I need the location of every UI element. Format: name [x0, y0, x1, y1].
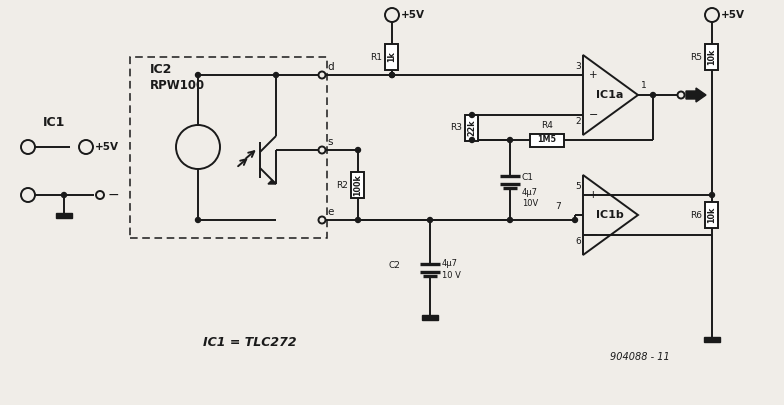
Text: 10k: 10k	[707, 207, 717, 223]
Circle shape	[507, 138, 513, 143]
Circle shape	[470, 138, 474, 143]
Bar	[386, 44, 398, 70]
Bar	[706, 44, 718, 70]
Circle shape	[79, 140, 93, 154]
Text: −: −	[589, 110, 598, 120]
Text: 10k: 10k	[707, 49, 717, 65]
Text: IC1 = TLC272: IC1 = TLC272	[203, 337, 297, 350]
Text: IC1: IC1	[43, 115, 65, 128]
Bar	[56, 213, 72, 218]
Text: +: +	[589, 190, 597, 200]
Text: C1: C1	[522, 173, 534, 183]
Text: 8: 8	[25, 142, 31, 152]
Circle shape	[470, 113, 474, 117]
Text: R4: R4	[541, 121, 553, 130]
Text: 2: 2	[575, 117, 581, 126]
Circle shape	[572, 217, 578, 222]
Text: 4: 4	[25, 190, 31, 200]
Text: 1: 1	[641, 81, 647, 90]
Bar	[704, 337, 720, 342]
Text: IC1a: IC1a	[596, 90, 623, 100]
Circle shape	[21, 140, 35, 154]
Circle shape	[710, 192, 714, 198]
Circle shape	[318, 72, 325, 79]
Text: 100k: 100k	[354, 174, 362, 196]
Text: R3: R3	[450, 123, 462, 132]
Circle shape	[318, 217, 325, 224]
Text: d: d	[327, 62, 334, 72]
Text: IC1b: IC1b	[596, 210, 623, 220]
Text: +: +	[387, 10, 397, 20]
FancyArrow shape	[686, 88, 706, 102]
Text: −: −	[589, 230, 598, 240]
Text: RPW100: RPW100	[150, 79, 205, 92]
Circle shape	[195, 72, 201, 77]
Text: +5V: +5V	[401, 10, 425, 20]
Text: IC2: IC2	[150, 63, 172, 76]
Bar	[706, 202, 718, 228]
Bar	[351, 172, 365, 198]
Circle shape	[385, 8, 399, 22]
Text: +: +	[708, 10, 717, 20]
Text: 1k: 1k	[387, 51, 397, 62]
Bar	[422, 315, 438, 320]
Circle shape	[390, 72, 394, 77]
Text: R1: R1	[370, 53, 382, 62]
Circle shape	[21, 188, 35, 202]
Text: 22k: 22k	[467, 119, 477, 136]
Text: 3: 3	[575, 62, 581, 71]
Text: R5: R5	[690, 53, 702, 62]
Text: 1M5: 1M5	[538, 136, 557, 145]
Text: R2: R2	[336, 181, 348, 190]
Text: +: +	[589, 70, 597, 80]
Text: s: s	[327, 137, 332, 147]
Text: 4µ7
10V: 4µ7 10V	[522, 188, 539, 208]
Text: 4µ7
10 V: 4µ7 10 V	[442, 260, 461, 279]
Text: 904088 - 11: 904088 - 11	[610, 352, 670, 362]
Circle shape	[390, 72, 394, 77]
Text: C2: C2	[388, 261, 400, 270]
Text: 7: 7	[555, 202, 561, 211]
Bar	[130, 57, 327, 238]
Circle shape	[61, 192, 67, 198]
Text: +5V: +5V	[721, 10, 745, 20]
Circle shape	[318, 147, 325, 153]
Circle shape	[355, 147, 361, 153]
Bar	[530, 134, 564, 147]
Text: −: −	[108, 188, 120, 202]
Text: e: e	[327, 207, 333, 217]
Circle shape	[274, 72, 278, 77]
Text: R6: R6	[690, 211, 702, 220]
Circle shape	[355, 217, 361, 222]
Text: 6: 6	[575, 237, 581, 246]
Circle shape	[677, 92, 684, 98]
Text: +5V: +5V	[95, 142, 119, 152]
Circle shape	[507, 217, 513, 222]
Circle shape	[705, 8, 719, 22]
Circle shape	[651, 92, 655, 98]
Circle shape	[176, 125, 220, 169]
Text: +: +	[82, 142, 90, 152]
Text: 5: 5	[575, 182, 581, 191]
Circle shape	[195, 217, 201, 222]
Bar	[466, 115, 478, 141]
Circle shape	[427, 217, 433, 222]
Polygon shape	[268, 180, 276, 184]
Circle shape	[96, 191, 104, 199]
